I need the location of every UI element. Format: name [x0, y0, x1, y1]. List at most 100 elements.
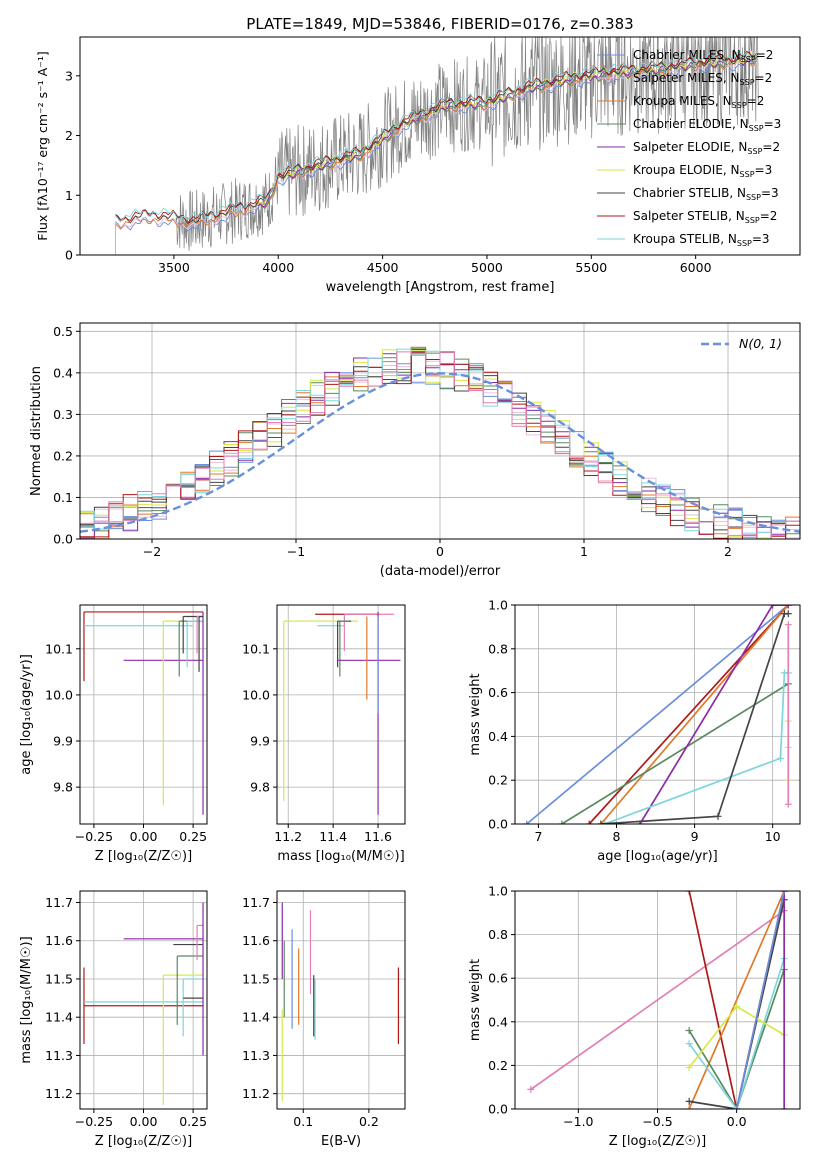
- x-tick-label: 4000: [262, 260, 294, 275]
- axes-frame: [276, 604, 406, 825]
- panel-age_vs_Z: −0.25 0.00 0.25 9.8 9.9 10.0 10.1 Z [log₁₀(Z/Z☉…: [19, 605, 207, 864]
- point-marker: [784, 610, 792, 618]
- y-tick-label: 9.8: [53, 780, 73, 795]
- point-marker: [733, 1105, 741, 1109]
- legend-label: Chabrier STELIB, NSSP=3: [633, 186, 779, 202]
- point-marker: [685, 1105, 693, 1109]
- x-axis-label: (data-model)/error: [380, 564, 501, 579]
- x-tick-label: 0.25: [179, 1114, 207, 1129]
- y-tick-label: 11.7: [242, 895, 270, 910]
- point-marker: [776, 754, 784, 762]
- series-line: [530, 909, 785, 1091]
- axes-frame: [79, 322, 801, 540]
- x-tick-label: −1: [287, 544, 305, 559]
- y-tick-label: 0.4: [488, 729, 508, 744]
- spectrum-legend: Chabrier MILES, NSSP=2 Salpeter MILES, NS…: [597, 48, 781, 248]
- point-marker: [685, 1040, 693, 1048]
- x-tick-label: 11.4: [319, 829, 347, 844]
- point-marker: [769, 605, 777, 609]
- panel-mass_vs_ebv: 0.1 0.2 11.2 11.3 11.4 11.5 11.6 11.7 E(B-V): [242, 891, 405, 1149]
- point-marker: [558, 820, 566, 824]
- point-marker: [733, 1003, 741, 1011]
- y-tick-label: 9.9: [53, 734, 73, 749]
- y-tick-label: 10.1: [45, 641, 73, 656]
- y-tick-label: 11.4: [242, 1010, 270, 1025]
- x-tick-label: 3500: [158, 260, 190, 275]
- y-axis-label: Normed distribution: [29, 366, 44, 496]
- plot-area: [80, 346, 800, 539]
- y-tick-label: 9.8: [250, 780, 270, 795]
- x-tick-label: −2: [143, 544, 161, 559]
- y-tick-label: 3: [65, 68, 73, 83]
- point-marker: [527, 1085, 535, 1093]
- x-tick-label: 0.0: [727, 1114, 747, 1129]
- plot-area: [523, 605, 792, 824]
- residual-histogram: [80, 349, 800, 539]
- panel-mass_vs_Z: −0.25 0.00 0.25 11.2 11.3 11.4 11.5 11.6 11.7 Z […: [19, 891, 207, 1149]
- axes-frame: [514, 604, 801, 825]
- y-tick-label: 0.8: [488, 641, 508, 656]
- y-tick-label: 0.0: [488, 817, 508, 832]
- x-tick-label: −0.25: [75, 829, 113, 844]
- legend-label: Salpeter MILES, NSSP=2: [633, 71, 772, 87]
- axes-frame: [79, 604, 208, 825]
- y-tick-label: 0.0: [488, 1102, 508, 1117]
- y-tick-label: 11.5: [242, 971, 270, 986]
- x-axis-label: mass [log₁₀(M/M☉)]: [277, 849, 404, 864]
- x-tick-label: 0: [436, 544, 444, 559]
- y-tick-label: 0.2: [488, 1058, 508, 1073]
- y-tick-label: 11.6: [45, 933, 73, 948]
- x-tick-label: 5500: [575, 260, 607, 275]
- y-tick-label: 11.5: [45, 971, 73, 986]
- plot-area: [527, 891, 788, 1109]
- model-spectrum: [115, 50, 757, 224]
- y-axis-label: mass [log₁₀(M/M☉)]: [19, 936, 34, 1063]
- point-marker: [784, 605, 792, 609]
- y-tick-label: 0: [65, 248, 73, 263]
- series-line: [600, 605, 789, 824]
- y-tick-label: 11.2: [45, 1086, 73, 1101]
- y-tick-label: 1: [65, 188, 73, 203]
- point-marker: [685, 1064, 693, 1072]
- panel-age_vs_mass: 11.2 11.4 11.6 9.8 9.9 10.0 10.1 mass [log₁₀(M/…: [242, 605, 405, 864]
- legend-label: Kroupa STELIB, NSSP=3: [633, 232, 770, 248]
- y-tick-label: 0.2: [488, 773, 508, 788]
- x-tick-label: 5000: [471, 260, 503, 275]
- point-marker: [523, 820, 531, 824]
- x-tick-label: 10: [765, 829, 781, 844]
- y-axis-label: age [log₁₀(age/yr)]: [19, 654, 34, 775]
- normal-curve: [80, 372, 800, 533]
- y-tick-label: 11.7: [45, 895, 73, 910]
- point-marker: [685, 1097, 693, 1105]
- y-tick-label: 0.6: [488, 971, 508, 986]
- x-tick-label: −0.5: [642, 1114, 672, 1129]
- model-spectrum: [257, 52, 759, 207]
- x-tick-label: 9: [691, 829, 699, 844]
- point-marker: [685, 1027, 693, 1035]
- y-tick-label: 0.0: [53, 532, 73, 547]
- panel-mass_weight_vs_age: 7 8 9 10 0.0 0.2 0.4 0.6 0.8 1.0 age [log₁₀(age/yr…: [468, 598, 800, 864]
- point-marker: [685, 891, 693, 895]
- model-spectrum: [115, 59, 757, 232]
- y-tick-label: 1.0: [488, 598, 508, 613]
- plot-area: [114, 37, 759, 255]
- x-tick-label: 4500: [367, 260, 399, 275]
- y-tick-label: 0.3: [53, 407, 73, 422]
- legend-label: Chabrier ELODIE, NSSP=3: [633, 117, 781, 133]
- legend-label: N(0, 1): [739, 336, 782, 351]
- point-marker: [784, 621, 792, 629]
- y-tick-label: 0.6: [488, 685, 508, 700]
- x-tick-label: 0.00: [130, 1114, 158, 1129]
- y-axis-label: mass weight: [468, 673, 483, 755]
- x-tick-label: 11.2: [274, 829, 302, 844]
- y-tick-label: 11.3: [242, 1048, 270, 1063]
- x-axis-label: Z [log₁₀(Z/Z☉)]: [95, 1134, 192, 1149]
- legend-label: Salpeter ELODIE, NSSP=2: [633, 140, 780, 156]
- series-line: [688, 958, 785, 1109]
- series-line: [561, 683, 789, 824]
- series-line: [526, 605, 789, 824]
- y-tick-label: 11.2: [242, 1086, 270, 1101]
- y-tick-label: 9.9: [250, 734, 270, 749]
- axes-frame: [276, 890, 406, 1110]
